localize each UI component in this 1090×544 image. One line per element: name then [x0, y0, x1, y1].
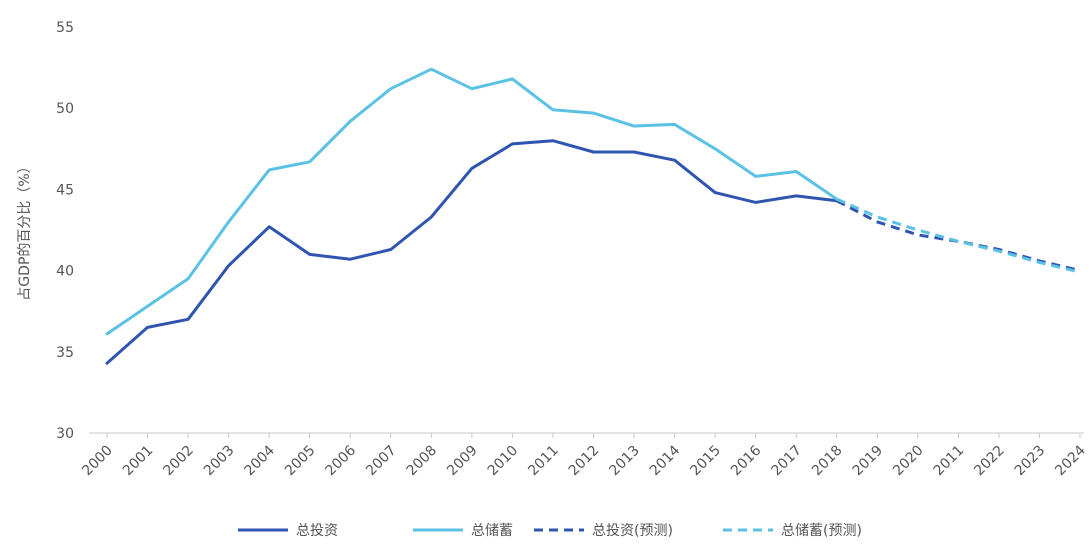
x-tick-label: 2016: [728, 442, 765, 479]
y-axis-title-group: 占GDP的百分比（%）: [17, 159, 33, 300]
x-tick-label: 2022: [971, 443, 1008, 480]
x-tick-label: 2020: [890, 443, 927, 480]
x-tick-label: 2003: [201, 443, 238, 480]
x-tick-label: 2001: [120, 443, 157, 480]
x-tick-label: 2019: [850, 443, 887, 480]
y-tick-label: 35: [56, 345, 74, 361]
x-tick-label: 2024: [1052, 442, 1089, 479]
x-tick-label: 2010: [485, 443, 522, 480]
legend-label-4: 总储蓄(预测): [781, 523, 862, 539]
legend-label-1: 总投资: [296, 523, 338, 539]
x-tick-label: 2002: [160, 443, 197, 480]
y-tick-label: 50: [56, 101, 74, 117]
y-axis-title: 占GDP的百分比（%）: [17, 159, 33, 300]
series-layer: [105, 67, 1081, 365]
x-axis-ticks: 2000 2001 2002 2003 2004 2005 2006 2007 2008 2009…: [79, 433, 1089, 479]
series-line-2: [105, 67, 839, 336]
x-tick-label: 2005: [282, 443, 319, 480]
x-tick-label: 2009: [444, 443, 481, 480]
x-tick-label: 2015: [687, 443, 724, 480]
x-tick-label: 2014: [647, 442, 684, 479]
x-tick-label: 2013: [606, 443, 643, 480]
x-tick-label: 2006: [323, 442, 360, 479]
y-axis-ticks: 30 35 40 45 50 55: [56, 20, 74, 442]
y-tick-label: 40: [56, 264, 74, 280]
x-tick-label: 2017: [769, 443, 806, 480]
x-tick-label: 2012: [566, 443, 603, 480]
y-tick-label: 45: [56, 182, 74, 198]
y-tick-label: 55: [56, 20, 74, 36]
legend-label-3: 总投资(预测): [592, 523, 673, 539]
y-tick-label: 30: [56, 426, 74, 442]
legend-label-2: 总储蓄: [471, 523, 513, 539]
x-tick-label: 2004: [241, 442, 278, 479]
x-tick-label: 2008: [404, 443, 441, 480]
x-tick-label: 2018: [809, 443, 846, 480]
x-tick-label: 2007: [363, 443, 400, 480]
series-line-3: [836, 199, 1081, 273]
legend: 总投资 总储蓄 总投资(预测) 总储蓄(预测): [238, 523, 862, 539]
x-tick-label: 2011: [931, 443, 968, 480]
x-tick-label: 2000: [79, 443, 116, 480]
series-line-1: [105, 139, 839, 365]
x-tick-label: 2011: [525, 443, 562, 480]
x-tick-label: 2023: [1012, 443, 1049, 480]
series-line-4: [836, 197, 1081, 274]
